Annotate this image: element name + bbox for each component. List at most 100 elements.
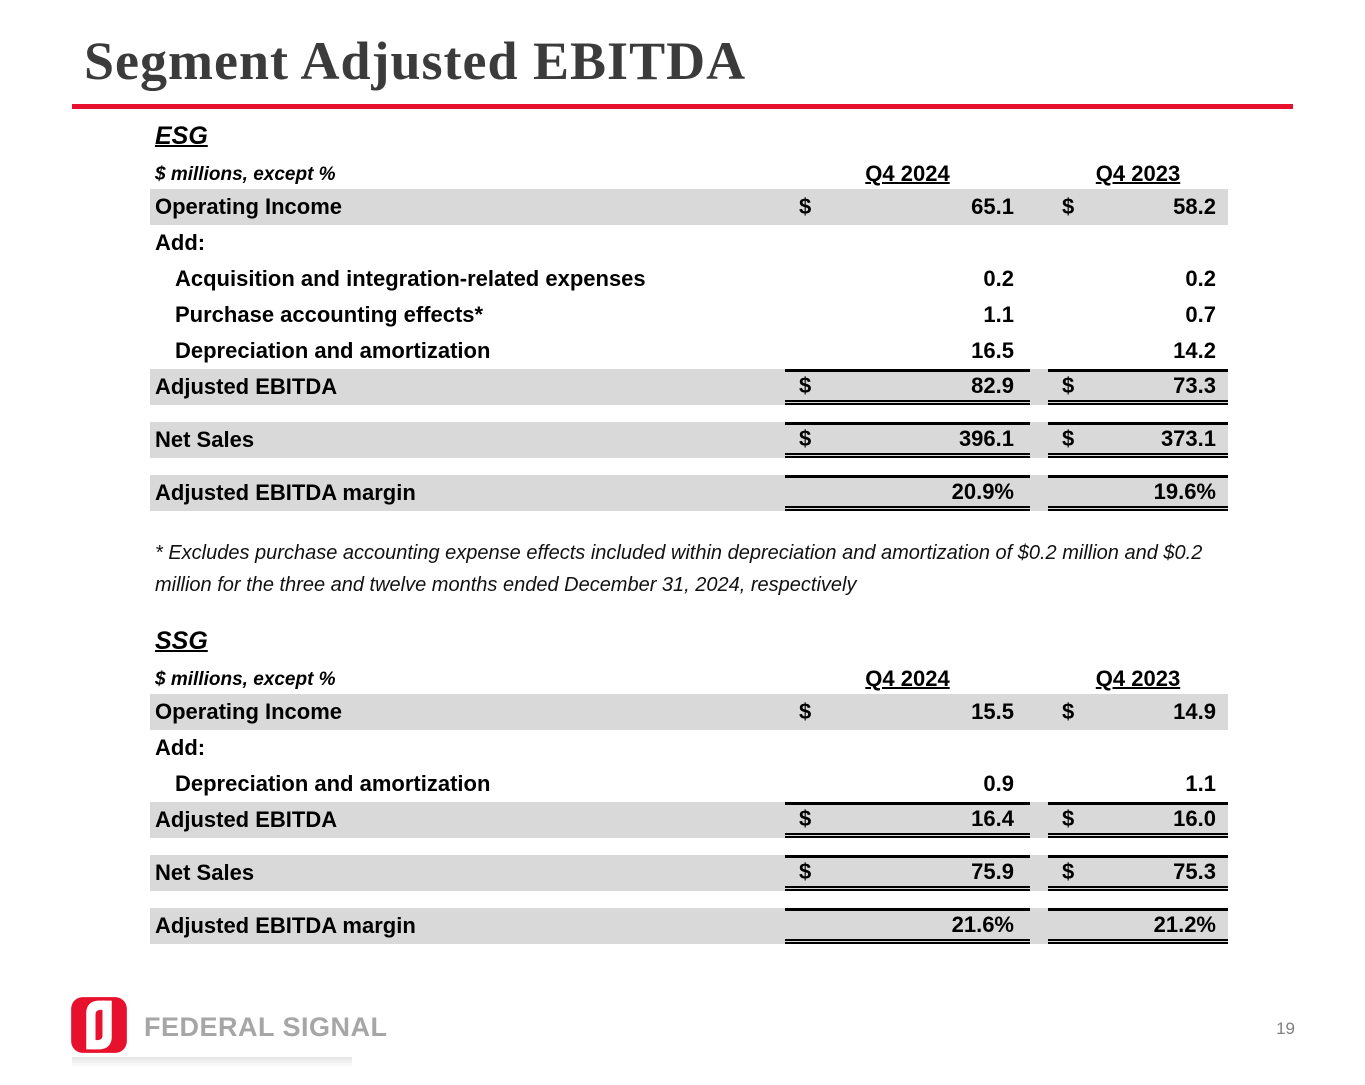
row-label: Operating Income <box>155 699 343 724</box>
table-row-net-sales: Net Sales $ 75.9 $ 75.3 <box>150 855 1228 891</box>
value-q4-2023: $ 373.1 <box>1048 422 1228 458</box>
column-header-q4-2024: Q4 2024 <box>865 161 950 186</box>
footer: FEDERAL SIGNAL <box>70 996 388 1059</box>
value-q4-2023: $ 58.2 <box>1048 189 1228 225</box>
value-q4-2023: 14.2 <box>1048 333 1228 369</box>
table-row-adjusted-ebitda-margin: Adjusted EBITDA margin 21.6% 21.2% <box>150 908 1228 944</box>
row-label: Acquisition and integration-related expe… <box>175 266 646 291</box>
value-2024: 15.5 <box>971 699 1014 724</box>
row-label: Operating Income <box>155 194 343 219</box>
value-q4-2024: $ 65.1 <box>785 189 1030 225</box>
table-row-adjusted-ebitda: Adjusted EBITDA $ 82.9 $ 73.3 <box>150 369 1228 405</box>
currency-symbol: $ <box>1062 806 1075 831</box>
value-2024: 21.6% <box>951 912 1014 937</box>
value-q4-2023: 19.6% <box>1048 475 1228 511</box>
row-label: Adjusted EBITDA margin <box>155 913 416 938</box>
table-row-net-sales: Net Sales $ 396.1 $ 373.1 <box>150 422 1228 458</box>
esg-header-row: $ millions, except % Q4 2024 Q4 2023 <box>150 155 1228 189</box>
row-label: Depreciation and amortization <box>175 771 491 796</box>
value-q4-2024: 21.6% <box>785 908 1030 944</box>
value-q4-2024: $ 396.1 <box>785 422 1030 458</box>
value-2023: 16.0 <box>1173 806 1216 831</box>
units-label: $ millions, except % <box>155 164 336 185</box>
value-2024: 396.1 <box>958 426 1014 451</box>
row-label: Purchase accounting effects* <box>175 302 484 327</box>
value-q4-2024: 16.5 <box>785 333 1030 369</box>
currency-symbol: $ <box>799 194 812 219</box>
page-number: 19 <box>1276 1019 1295 1038</box>
currency-symbol: $ <box>799 859 812 884</box>
value-2023: 75.3 <box>1173 859 1216 884</box>
value-q4-2023: $ 75.3 <box>1048 855 1228 891</box>
value-q4-2024: 20.9% <box>785 475 1030 511</box>
title-divider-line <box>72 104 1293 109</box>
esg-section-heading: ESG <box>155 122 208 150</box>
ssg-table: SSG $ millions, except % Q4 2024 Q4 2023… <box>150 627 1228 944</box>
table-row-operating-income: Operating Income $ 65.1 $ 58.2 <box>150 189 1228 225</box>
esg-table: ESG $ millions, except % Q4 2024 Q4 2023… <box>150 122 1228 601</box>
currency-symbol: $ <box>1062 699 1075 724</box>
value-2024: 16.4 <box>971 806 1014 831</box>
value-q4-2023: 21.2% <box>1048 908 1228 944</box>
value-2024: 16.5 <box>971 338 1014 363</box>
row-spacer <box>150 458 1228 475</box>
brand-wordmark: FEDERAL SIGNAL <box>144 1012 388 1042</box>
table-row-depreciation: Depreciation and amortization 16.5 14.2 <box>150 333 1228 369</box>
currency-symbol: $ <box>799 426 812 451</box>
row-spacer <box>150 838 1228 855</box>
value-q4-2024: 1.1 <box>785 297 1030 333</box>
row-label: Depreciation and amortization <box>175 338 491 363</box>
value-q4-2023 <box>1048 730 1228 766</box>
value-q4-2023 <box>1048 225 1228 261</box>
ssg-header-row: $ millions, except % Q4 2024 Q4 2023 <box>150 660 1228 694</box>
value-2023: 14.9 <box>1173 699 1216 724</box>
value-2024: 1.1 <box>983 302 1014 327</box>
value-q4-2024 <box>785 730 1030 766</box>
table-row-adjusted-ebitda-margin: Adjusted EBITDA margin 20.9% 19.6% <box>150 475 1228 511</box>
row-label: Net Sales <box>155 427 255 452</box>
value-2023: 373.1 <box>1160 426 1216 451</box>
value-q4-2023: 0.2 <box>1048 261 1228 297</box>
row-label: Add: <box>155 735 206 760</box>
value-q4-2024: $ 75.9 <box>785 855 1030 891</box>
value-2023: 21.2% <box>1153 912 1216 937</box>
column-header-q4-2023: Q4 2023 <box>1095 161 1181 186</box>
value-q4-2023: 0.7 <box>1048 297 1228 333</box>
value-q4-2024: 0.9 <box>785 766 1030 802</box>
row-spacer <box>150 405 1228 422</box>
value-q4-2024: $ 15.5 <box>785 694 1030 730</box>
table-row-add: Add: <box>150 225 1228 261</box>
value-2024: 75.9 <box>971 859 1014 884</box>
value-2023: 73.3 <box>1173 373 1216 398</box>
value-q4-2023: $ 16.0 <box>1048 802 1228 838</box>
units-label: $ millions, except % <box>155 669 336 690</box>
value-2023: 58.2 <box>1173 194 1216 219</box>
page-title: Segment Adjusted EBITDA <box>84 31 747 91</box>
value-2024: 0.9 <box>983 771 1014 796</box>
currency-symbol: $ <box>1062 194 1075 219</box>
value-2023: 14.2 <box>1173 338 1216 363</box>
currency-symbol: $ <box>1062 373 1075 398</box>
value-2024: 20.9% <box>951 479 1014 504</box>
value-q4-2024: $ 82.9 <box>785 369 1030 405</box>
column-header-q4-2024: Q4 2024 <box>865 666 950 691</box>
slide-content: ESG $ millions, except % Q4 2024 Q4 2023… <box>150 122 1228 944</box>
value-2024: 65.1 <box>971 194 1014 219</box>
currency-symbol: $ <box>799 806 812 831</box>
row-label: Adjusted EBITDA margin <box>155 480 416 505</box>
row-label: Net Sales <box>155 860 255 885</box>
value-2024: 82.9 <box>971 373 1014 398</box>
table-row-operating-income: Operating Income $ 15.5 $ 14.9 <box>150 694 1228 730</box>
table-row-purchase-accounting: Purchase accounting effects* 1.1 0.7 <box>150 297 1228 333</box>
currency-symbol: $ <box>799 373 812 398</box>
table-row-acquisition-expenses: Acquisition and integration-related expe… <box>150 261 1228 297</box>
ssg-section-heading: SSG <box>155 627 208 655</box>
value-2023: 0.7 <box>1185 302 1216 327</box>
table-row-add: Add: <box>150 730 1228 766</box>
value-2023: 0.2 <box>1185 266 1216 291</box>
row-label: Add: <box>155 230 206 255</box>
value-2023: 19.6% <box>1153 479 1216 504</box>
row-spacer <box>150 891 1228 908</box>
value-q4-2024: $ 16.4 <box>785 802 1030 838</box>
value-q4-2023: $ 73.3 <box>1048 369 1228 405</box>
